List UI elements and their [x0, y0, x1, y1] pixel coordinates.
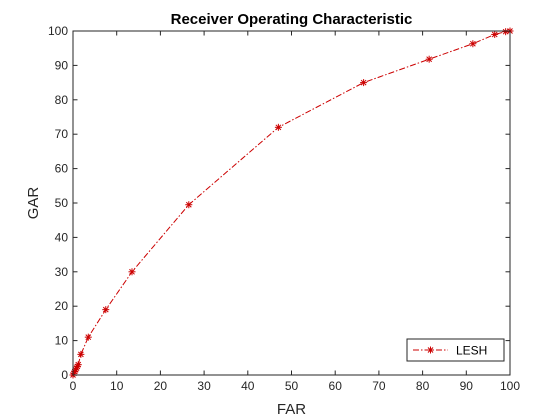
- legend-entry-lesh: LESH: [456, 344, 487, 358]
- data-point: [84, 333, 92, 341]
- data-point: [469, 40, 477, 48]
- data-point: [502, 28, 510, 36]
- data-point: [128, 268, 136, 276]
- y-tick-label: 10: [55, 334, 69, 348]
- x-tick-label: 40: [241, 379, 255, 393]
- legend-marker-icon: [427, 346, 434, 354]
- data-point: [425, 55, 433, 63]
- y-tick-label: 50: [55, 196, 69, 210]
- data-point: [74, 361, 82, 369]
- x-tick-label: 100: [500, 379, 520, 393]
- data-point: [185, 201, 193, 209]
- x-tick-label: 10: [110, 379, 124, 393]
- series-layer: [69, 27, 514, 379]
- data-point: [274, 123, 282, 131]
- legend-asterisk-icon: [427, 346, 434, 354]
- plot-area: [73, 31, 510, 375]
- y-tick-label: 30: [55, 265, 69, 279]
- y-tick-label: 100: [48, 24, 68, 38]
- x-tick-label: 50: [285, 379, 299, 393]
- legend: LESH: [406, 338, 505, 362]
- y-axis-label: GAR: [25, 187, 42, 220]
- x-tick-label: 60: [329, 379, 343, 393]
- y-tick-label: 60: [55, 162, 69, 176]
- y-tick-label: 20: [55, 299, 69, 313]
- x-tick-label: 70: [372, 379, 386, 393]
- x-tick-label: 90: [460, 379, 474, 393]
- data-point: [360, 79, 368, 87]
- plot-frame: [72, 30, 511, 376]
- x-tick-label: 80: [416, 379, 430, 393]
- y-tick-label: 0: [61, 368, 68, 382]
- data-point: [491, 30, 499, 38]
- x-axis-label: FAR: [277, 401, 306, 418]
- x-tick-label: 0: [70, 379, 77, 393]
- legend-box: [406, 338, 505, 362]
- y-tick-label: 70: [55, 127, 69, 141]
- chart-title: Receiver Operating Characteristic: [171, 11, 413, 28]
- x-tick-label: 20: [154, 379, 168, 393]
- y-tick-label: 40: [55, 230, 69, 244]
- x-tick-label: 30: [197, 379, 211, 393]
- y-tick-label: 80: [55, 93, 69, 107]
- data-point: [102, 306, 110, 314]
- data-point: [77, 350, 85, 358]
- tick-labels: 0 10 20 30 40 50 60 70 80 90 100 0 10 20 30 40 50 60 70 80 9…: [48, 24, 520, 393]
- y-tick-label: 90: [55, 58, 69, 72]
